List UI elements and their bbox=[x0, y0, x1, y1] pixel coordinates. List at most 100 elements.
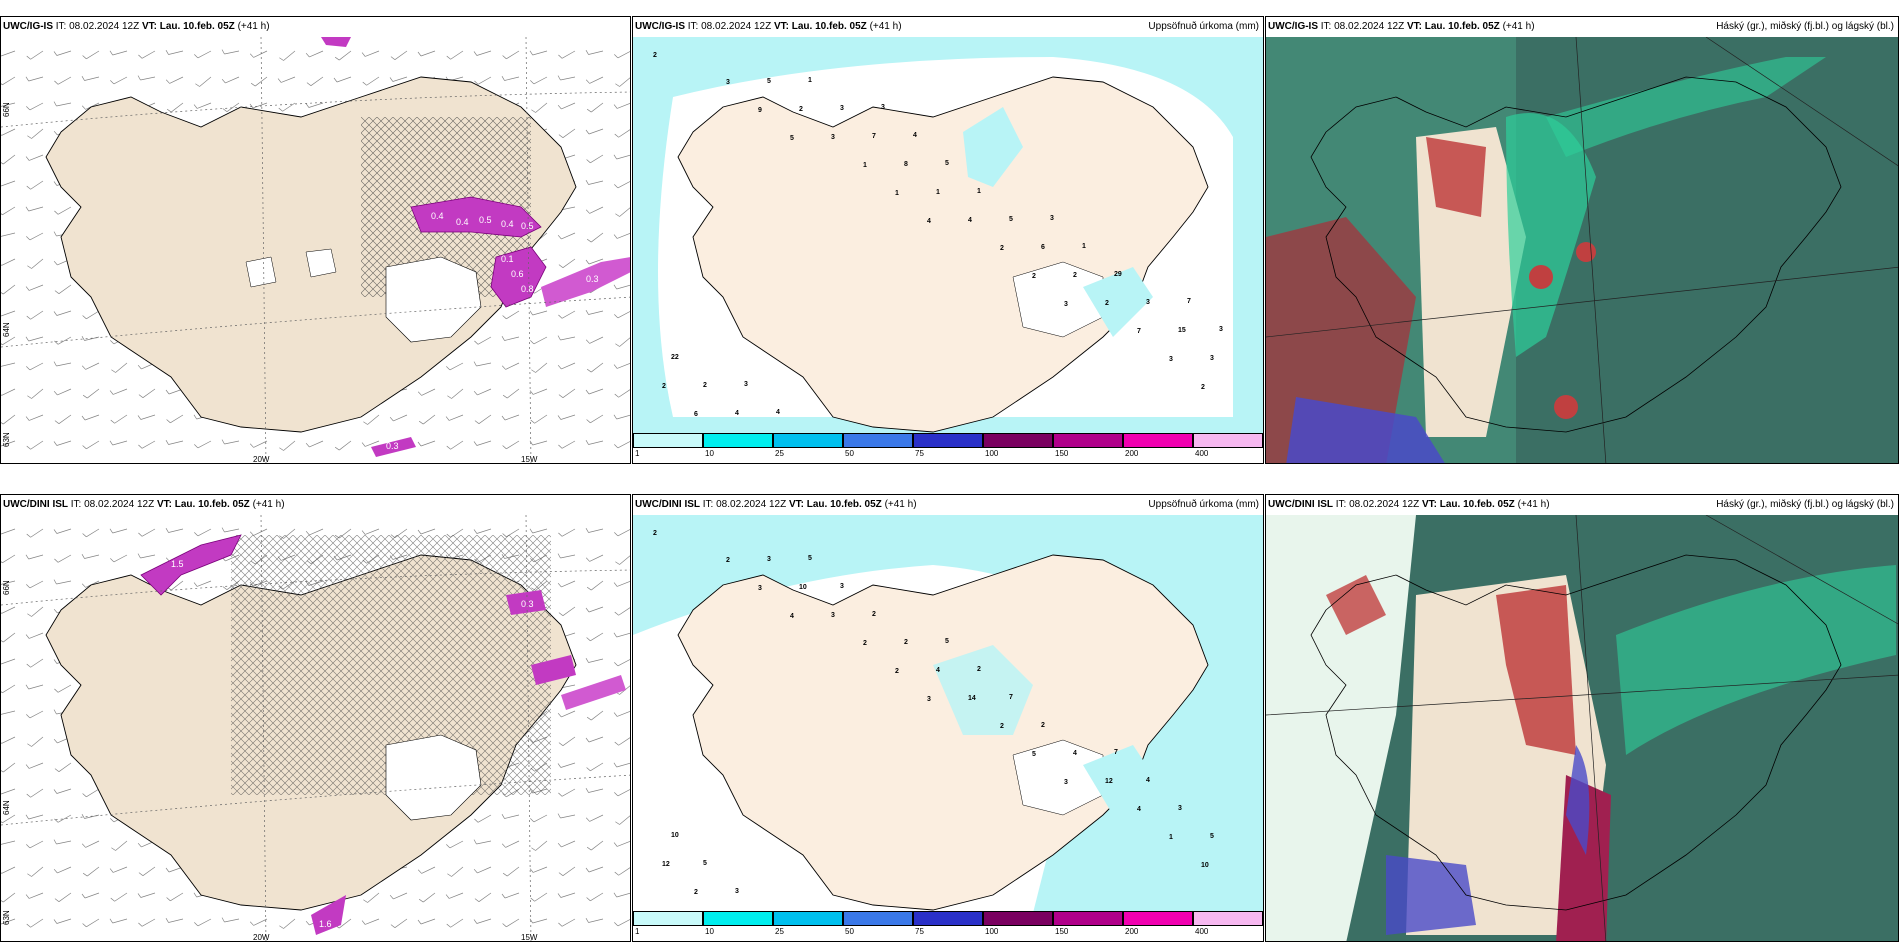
field-title: Háský (gr.), miðský (fj.bl.) og lágský (… bbox=[1716, 21, 1894, 32]
wind-barb bbox=[501, 336, 520, 341]
wind-barb bbox=[54, 892, 72, 902]
wind-barb bbox=[614, 310, 630, 319]
wind-barb bbox=[81, 840, 100, 848]
vt-label: VT: bbox=[1421, 499, 1437, 510]
wind-barb bbox=[614, 866, 630, 876]
wind-barb bbox=[502, 50, 520, 60]
wind-barb bbox=[53, 788, 72, 794]
wind-barb bbox=[614, 388, 630, 398]
pressure-label: 0.4 bbox=[501, 219, 514, 229]
wind-barb bbox=[25, 632, 44, 639]
wind-barb bbox=[1, 892, 16, 903]
wind-barb bbox=[390, 918, 408, 928]
wind-barb bbox=[334, 440, 352, 451]
wind-barb bbox=[109, 918, 128, 924]
precip-value: 3 bbox=[1146, 299, 1150, 306]
init-time: IT: 08.02.2024 12Z bbox=[1320, 21, 1405, 32]
wind-barb bbox=[502, 918, 520, 928]
lon-label: 15W bbox=[521, 455, 538, 464]
wind-barb bbox=[557, 840, 576, 848]
wind-barb bbox=[305, 50, 324, 58]
grid-lines bbox=[1266, 515, 1898, 941]
wind-barb bbox=[446, 918, 464, 928]
pressure-label: 0.5 bbox=[521, 221, 534, 231]
wind-barb bbox=[585, 258, 604, 265]
vt-label: VT: bbox=[156, 499, 172, 510]
wind-barb bbox=[1, 232, 16, 237]
wind-barb bbox=[27, 128, 44, 139]
colorbar-swatch bbox=[1123, 433, 1193, 448]
wind-barb bbox=[361, 50, 380, 57]
wind-barb bbox=[557, 813, 576, 819]
wind-barb bbox=[27, 606, 44, 617]
wind-barb bbox=[279, 50, 296, 61]
wind-barb bbox=[586, 102, 604, 113]
wind-barb bbox=[530, 892, 548, 902]
precip-value: 7 bbox=[1114, 749, 1118, 756]
wind-barb bbox=[1, 814, 16, 824]
wind-barb bbox=[614, 788, 630, 797]
wind-barb bbox=[138, 50, 156, 59]
wind-barb bbox=[586, 232, 604, 243]
valid-time: Lau. 10.feb. 05Z bbox=[159, 21, 235, 32]
wind-barb bbox=[614, 50, 630, 59]
wind-barb bbox=[277, 76, 296, 83]
wind-barb bbox=[1, 632, 16, 643]
wind-barb bbox=[613, 762, 630, 768]
pressure-label: 0.4 bbox=[431, 211, 444, 221]
precip-value: 9 bbox=[758, 107, 762, 114]
wind-barb bbox=[502, 440, 520, 450]
precip-value: 4 bbox=[776, 409, 780, 416]
panel-header: UWC/IG-IS IT: 08.02.2024 12Z VT: Lau. 10… bbox=[1266, 17, 1898, 37]
vt-label: VT: bbox=[1406, 21, 1422, 32]
wind-barb bbox=[585, 554, 604, 562]
wind-barb bbox=[585, 440, 604, 445]
wind-barb bbox=[585, 50, 604, 55]
precip-value: 3 bbox=[767, 556, 771, 563]
wind-barb bbox=[502, 388, 520, 399]
precip-value: 2 bbox=[653, 530, 657, 537]
wind-barb bbox=[558, 606, 576, 616]
wind-barb bbox=[474, 76, 492, 85]
lead-time: (+41 h) bbox=[237, 21, 270, 32]
wind-barb bbox=[417, 528, 436, 535]
precip-value: 3 bbox=[1210, 355, 1214, 362]
wind-barb bbox=[531, 362, 548, 373]
wind-barb bbox=[26, 658, 44, 668]
ice-cap-hofsjokull bbox=[305, 248, 337, 278]
wind-barb bbox=[53, 101, 72, 107]
wind-barb bbox=[585, 658, 604, 663]
precip-patch bbox=[1083, 745, 1153, 815]
precip-value: 5 bbox=[1210, 833, 1214, 840]
precip-value: 2 bbox=[653, 52, 657, 59]
wind-barb bbox=[82, 788, 100, 798]
wind-barb bbox=[557, 762, 576, 768]
colorbar-swatch bbox=[773, 911, 843, 926]
wind-barb bbox=[27, 736, 44, 747]
wind-barb bbox=[585, 310, 604, 315]
init-time: IT: 08.02.2024 12Z bbox=[70, 499, 155, 510]
wind-barb bbox=[111, 840, 128, 851]
wind-barb bbox=[447, 388, 464, 399]
wind-barb bbox=[1, 76, 16, 86]
lon-label: 20W bbox=[253, 933, 270, 942]
wind-barb bbox=[586, 710, 604, 721]
colorbar-swatch bbox=[913, 433, 983, 448]
wind-barb bbox=[389, 76, 408, 82]
valid-time: Lau. 10.feb. 05Z bbox=[1424, 21, 1500, 32]
wind-barb bbox=[26, 788, 44, 798]
wind-barb bbox=[557, 232, 576, 240]
wind-barb bbox=[250, 76, 268, 87]
wind-barb bbox=[81, 892, 100, 899]
wind-barb bbox=[279, 918, 296, 929]
wind-barb bbox=[502, 866, 520, 877]
wind-barb bbox=[165, 528, 184, 533]
wind-barb bbox=[26, 528, 44, 538]
wind-barb bbox=[26, 232, 44, 241]
wind-barb bbox=[613, 414, 630, 420]
longitude-gridline bbox=[260, 37, 532, 463]
wind-barb bbox=[446, 840, 464, 849]
precip-value: 5 bbox=[945, 160, 949, 167]
colorbar-swatch bbox=[633, 911, 703, 926]
iceland-outline bbox=[1310, 554, 1842, 911]
